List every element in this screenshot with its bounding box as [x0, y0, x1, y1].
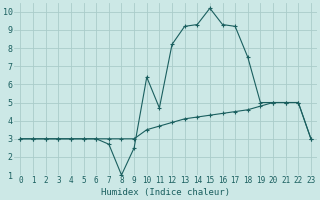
- X-axis label: Humidex (Indice chaleur): Humidex (Indice chaleur): [101, 188, 230, 197]
